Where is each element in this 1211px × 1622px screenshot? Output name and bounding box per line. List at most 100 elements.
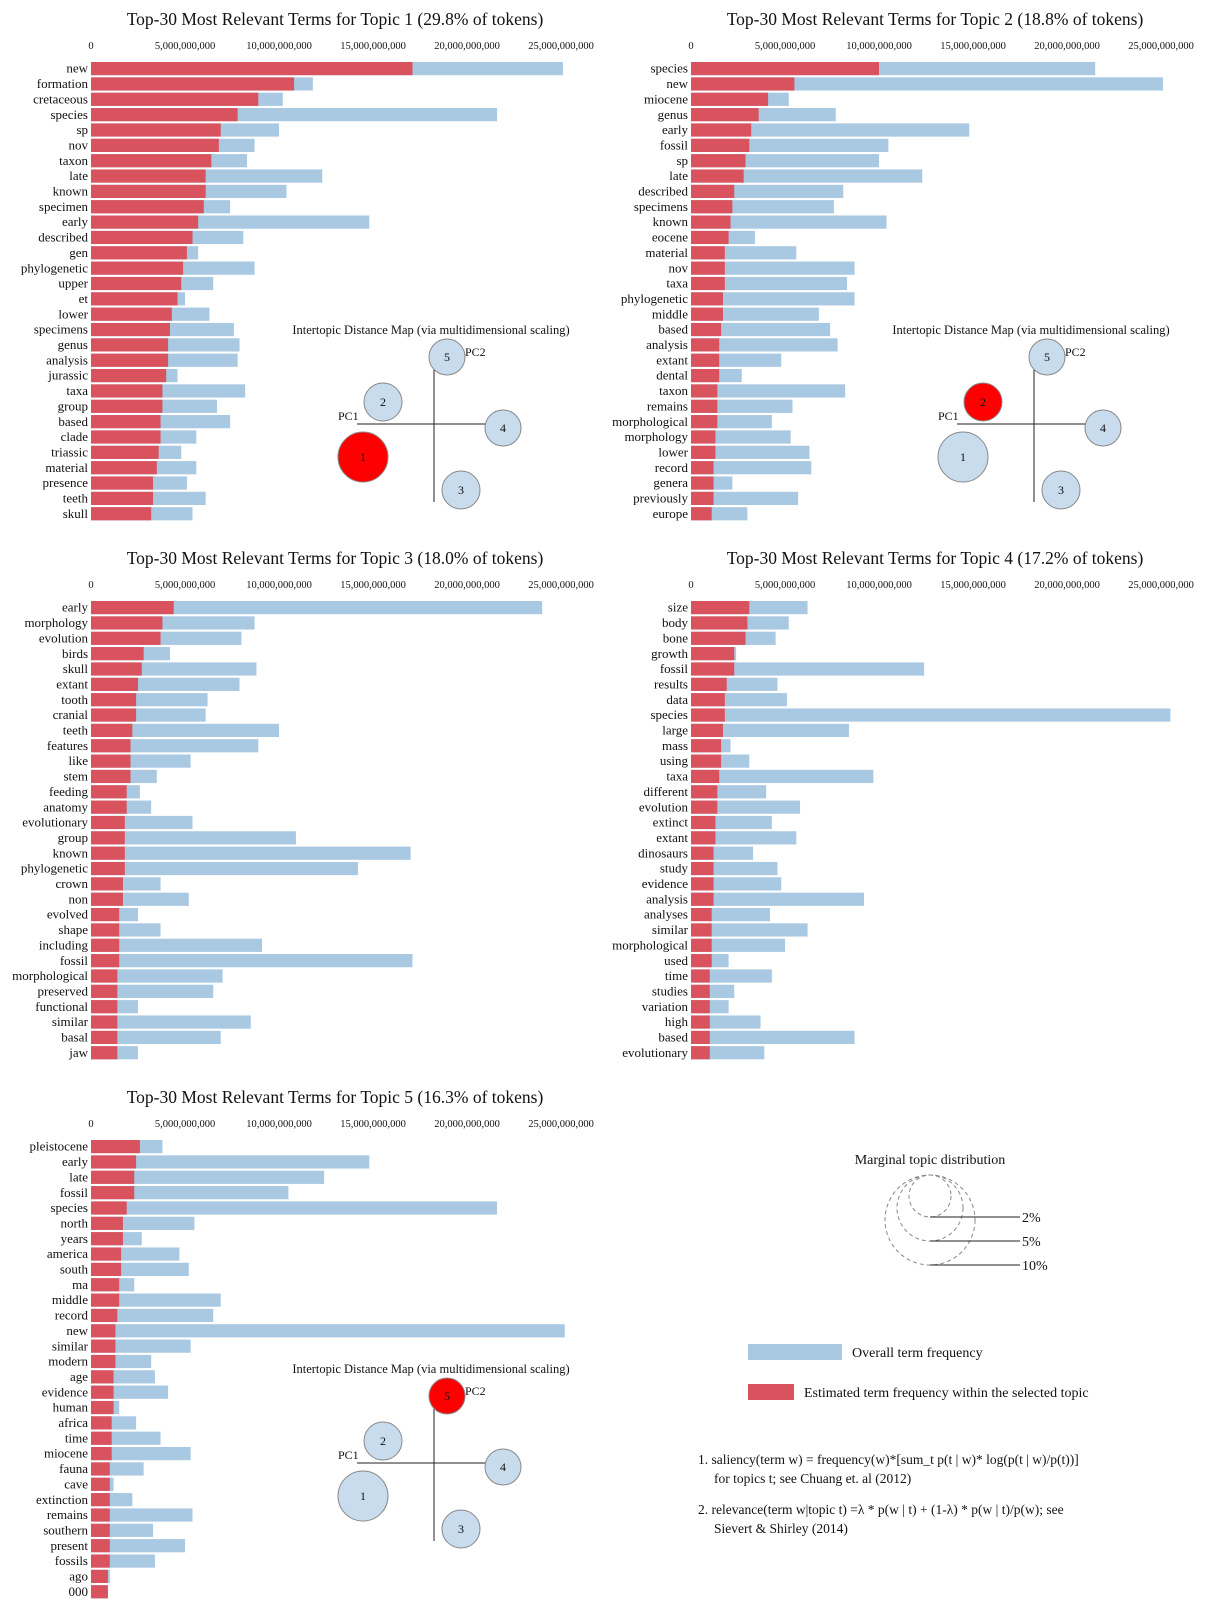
bar-estimated <box>691 445 716 459</box>
bar-overall <box>691 276 848 291</box>
term-label: features <box>47 738 88 753</box>
bar-estimated <box>91 430 161 444</box>
legend-svg: Marginal topic distribution 2% 5% 10% Ov… <box>698 1153 1089 1536</box>
bar-overall <box>691 123 970 137</box>
term-label: phylogenetic <box>621 291 688 306</box>
map-title: Intertopic Distance Map (via multidimens… <box>292 1362 569 1376</box>
x-tick-label: 25,000,000,000 <box>528 41 594 52</box>
term-label: described <box>638 184 688 199</box>
bar-estimated <box>691 877 714 891</box>
term-label: time <box>665 968 688 983</box>
term-label: analysis <box>46 352 88 367</box>
bar-estimated <box>691 507 712 521</box>
bar-estimated <box>91 1569 108 1583</box>
bar-estimated <box>91 1554 110 1568</box>
bar-estimated <box>691 892 714 906</box>
bar-estimated <box>691 754 722 768</box>
bar-estimated <box>691 369 720 383</box>
term-label: known <box>53 845 89 860</box>
bar-estimated <box>91 1400 114 1415</box>
x-tick-label: 15,000,000,000 <box>940 41 1006 52</box>
term-label: taxa <box>666 276 688 291</box>
term-label: extinction <box>36 1492 88 1507</box>
term-label: species <box>650 61 688 76</box>
term-label: cranial <box>53 707 89 722</box>
term-label: using <box>660 753 689 768</box>
term-label: skull <box>63 506 89 521</box>
x-tick-label: 15,000,000,000 <box>940 580 1006 591</box>
bar-estimated <box>691 815 716 830</box>
bar-estimated <box>91 1140 140 1154</box>
bar-overall <box>91 1308 214 1323</box>
bar-estimated <box>91 1170 135 1184</box>
term-label: late <box>69 1169 88 1184</box>
bar-estimated <box>691 246 725 260</box>
topic-circle-label: 1 <box>360 450 366 464</box>
term-label: late <box>69 168 88 183</box>
chart-title: Top-30 Most Relevant Terms for Topic 3 (… <box>127 548 544 568</box>
x-tick-label: 10,000,000,000 <box>246 1119 312 1130</box>
bar-overall <box>91 601 543 615</box>
topic-circle-1 <box>937 431 989 483</box>
term-label: lower <box>58 306 88 321</box>
term-label: africa <box>58 1415 88 1430</box>
bar-estimated <box>691 800 718 814</box>
bar-estimated <box>691 769 720 784</box>
bar-estimated <box>91 384 163 398</box>
bar-estimated <box>691 138 750 152</box>
bar-estimated <box>91 246 187 260</box>
bar-overall <box>691 169 923 183</box>
x-tick-label: 0 <box>88 1119 93 1130</box>
bar-estimated <box>91 1324 116 1338</box>
intertopic-map: Intertopic Distance Map (via multidimens… <box>892 323 1170 510</box>
term-label: described <box>38 230 88 245</box>
bar-overall <box>691 892 864 906</box>
term-label: remains <box>647 398 688 413</box>
bar-estimated <box>691 200 733 214</box>
term-label: lower <box>658 444 688 459</box>
term-label: morphological <box>612 937 688 952</box>
bar-overall <box>91 969 223 983</box>
bar-estimated <box>691 677 727 691</box>
bar-estimated <box>691 384 718 398</box>
term-label: evolutionary <box>22 815 88 830</box>
term-label: evolutionary <box>622 1045 688 1060</box>
topic-circle-5 <box>428 338 466 376</box>
term-label: size <box>668 600 688 615</box>
bar-estimated <box>691 723 723 737</box>
marginal-circle-5 <box>896 1174 964 1242</box>
topic-5-chart: Top-30 Most Relevant Terms for Topic 5 (… <box>0 1082 600 1622</box>
bar-overall <box>91 739 259 753</box>
topic-circle-3 <box>441 470 481 510</box>
x-tick-label: 15,000,000,000 <box>340 580 406 591</box>
bar-estimated <box>91 601 174 615</box>
term-label: formation <box>37 76 89 91</box>
bar-estimated <box>91 154 212 168</box>
bar-estimated <box>691 984 710 998</box>
topic-circle-label: 5 <box>444 350 450 364</box>
term-label: analysis <box>646 337 688 352</box>
bar-estimated <box>691 1046 710 1060</box>
bar-estimated <box>691 616 748 630</box>
term-label: used <box>664 953 688 968</box>
bar-overall <box>91 831 296 845</box>
bar-estimated <box>91 307 172 321</box>
bar-overall <box>691 800 801 814</box>
topic-circle-label: 4 <box>500 421 506 435</box>
term-label: birds <box>62 646 88 661</box>
bar-estimated <box>91 138 219 152</box>
bar-estimated <box>91 1508 110 1522</box>
bar-estimated <box>91 1186 135 1200</box>
term-label: skull <box>63 661 89 676</box>
bar-overall <box>91 1339 191 1353</box>
term-label: jurassic <box>47 368 88 383</box>
term-label: early <box>62 1154 88 1169</box>
bar-estimated <box>91 616 163 630</box>
bar-estimated <box>91 1293 120 1307</box>
term-label: clade <box>61 429 89 444</box>
topic-circle-label: 1 <box>360 1489 366 1503</box>
bar-estimated <box>91 739 131 753</box>
bar-estimated <box>691 92 769 106</box>
bar-estimated <box>91 938 120 952</box>
bar-overall <box>91 1015 251 1029</box>
